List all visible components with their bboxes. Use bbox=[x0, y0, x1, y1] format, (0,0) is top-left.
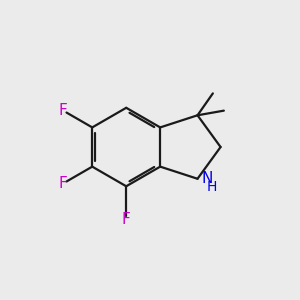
Text: F: F bbox=[59, 176, 68, 191]
Text: H: H bbox=[206, 180, 217, 194]
Text: N: N bbox=[202, 171, 213, 186]
Text: F: F bbox=[122, 212, 130, 227]
Text: F: F bbox=[59, 103, 68, 118]
